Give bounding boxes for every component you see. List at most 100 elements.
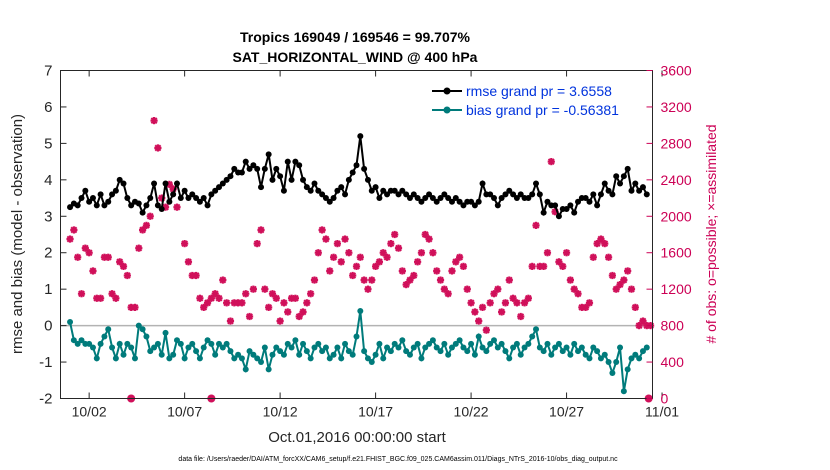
obs-count-stroke	[460, 262, 467, 270]
bias-point	[250, 351, 257, 358]
obs-count-point	[318, 226, 326, 234]
y-right-tick-label: 3600	[661, 63, 692, 79]
obs-count-point	[196, 294, 204, 302]
obs-count-point	[74, 253, 82, 261]
obs-count-point	[417, 249, 426, 257]
obs-count-point	[314, 249, 322, 257]
obs-count-stroke	[246, 313, 253, 320]
x-tick-label: 10/22	[454, 404, 489, 420]
obs-count-stroke	[154, 144, 162, 152]
obs-count-point	[192, 271, 200, 280]
bias-point	[181, 355, 188, 362]
obs-count-point	[238, 299, 246, 307]
obs-count-point	[119, 262, 128, 270]
obs-count-point	[184, 258, 193, 266]
bias-point	[273, 344, 280, 351]
bias-point	[124, 340, 131, 347]
bias-point	[410, 344, 417, 351]
obs-count-point	[494, 285, 502, 293]
bias-point	[487, 340, 494, 347]
obs-count-point	[249, 285, 257, 293]
obs-count-stroke	[448, 267, 456, 275]
bias-point	[109, 344, 116, 351]
obs-count-point	[436, 276, 445, 284]
obs-count-stroke	[425, 235, 433, 243]
rmse-point	[643, 191, 650, 198]
y-right-tick-label: 3200	[661, 99, 692, 115]
bias-point	[235, 351, 242, 358]
obs-count-stroke	[146, 212, 154, 220]
rmse-point	[540, 209, 547, 216]
obs-count-point	[356, 253, 364, 261]
obs-count-stroke	[628, 285, 635, 293]
rmse-point	[120, 180, 127, 187]
obs-count-point	[543, 249, 552, 257]
bias-point	[364, 355, 371, 362]
bias-point	[162, 329, 169, 336]
rmse-point	[173, 180, 180, 187]
y-axis-right: 0 400 800 1200 1600 2000 2400 2800 3200 3600	[646, 63, 692, 407]
rmse-point	[261, 165, 268, 172]
obs-count-stroke	[165, 180, 173, 188]
rmse-point	[380, 187, 387, 194]
obs-count-point	[391, 230, 399, 239]
obs-count-point	[341, 235, 349, 243]
rmse-point	[254, 165, 261, 172]
rmse-point	[208, 191, 215, 198]
bias-point	[330, 351, 337, 358]
obs-count-stroke	[528, 262, 536, 270]
x-axis: 10/02 10/07 10/12 10/17 10/22 10/27 11/01	[72, 70, 679, 420]
rmse-point	[636, 187, 643, 194]
obs-count-point	[364, 285, 372, 293]
rmse-point	[139, 209, 146, 216]
rmse-point	[135, 200, 142, 207]
obs-count-point	[223, 299, 231, 307]
rmse-point	[246, 165, 253, 172]
obs-count-point	[322, 235, 330, 243]
obs-count-stroke	[440, 285, 448, 293]
bias-point	[334, 344, 341, 351]
bias-point	[303, 348, 310, 355]
rmse-point	[590, 191, 597, 198]
obs-count-stroke	[89, 267, 97, 275]
bias-point	[357, 308, 364, 315]
obs-count-stroke	[257, 226, 265, 234]
obs-count-stroke	[421, 231, 429, 238]
rmse-point	[193, 195, 200, 202]
bias-point	[296, 351, 303, 358]
rmse-point	[250, 162, 257, 169]
obs-count-point	[345, 249, 353, 257]
bias-point	[131, 355, 138, 362]
y-tick-label: -1	[39, 354, 52, 371]
rmse-point	[399, 187, 406, 194]
legend-rmse-label: rmse grand pr = 3.6558	[466, 83, 612, 99]
rmse-point	[406, 195, 413, 202]
rmse-point	[284, 158, 291, 165]
obs-count-stroke	[97, 294, 105, 302]
obs-count-point	[601, 240, 609, 248]
bias-point	[231, 355, 238, 362]
obs-count-point	[456, 253, 464, 261]
obs-count-stroke	[345, 249, 353, 257]
rmse-point	[322, 195, 329, 202]
bias-point	[227, 348, 234, 355]
rmse-point	[414, 195, 421, 202]
rmse-point	[513, 195, 520, 202]
obs-count-stroke	[337, 258, 345, 266]
bias-point	[525, 340, 532, 347]
rmse-point	[597, 191, 604, 198]
bias-point	[433, 344, 440, 351]
rmse-point	[177, 195, 184, 202]
obs-count-stroke	[471, 308, 479, 316]
bias-point	[448, 344, 455, 351]
bias-point	[265, 366, 272, 373]
obs-count-point	[265, 303, 273, 311]
y-tick-label: 1	[44, 281, 52, 298]
rmse-point	[124, 195, 131, 202]
rmse-point	[494, 202, 501, 209]
rmse-point	[555, 213, 562, 220]
bias-point	[456, 337, 463, 344]
obs-count-point	[131, 303, 139, 311]
rmse-point	[395, 191, 402, 198]
